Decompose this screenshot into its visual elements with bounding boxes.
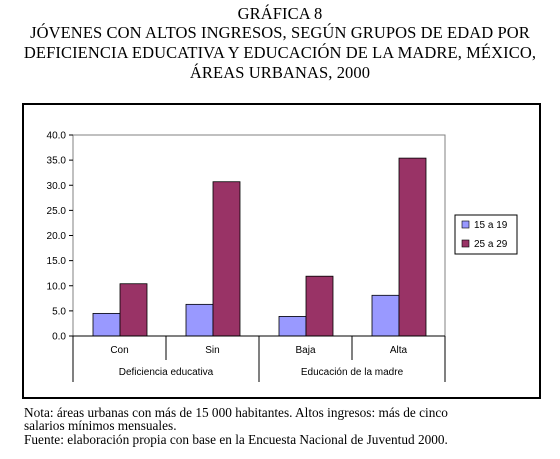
bar-alta-series-2	[398, 157, 427, 337]
y-tick-label: 15.0	[47, 256, 67, 267]
legend-label-series-2: 25 a 29	[474, 239, 508, 250]
bar-baja-series-2	[305, 275, 334, 337]
y-tick-label: 35.0	[47, 156, 67, 167]
legend-label-series-1: 15 a 19	[474, 220, 508, 231]
bar-con-series-2	[119, 283, 148, 337]
y-tick-label: 5.0	[52, 306, 66, 317]
bar-sin-series-2	[212, 181, 241, 337]
bar-sin-series-1	[185, 303, 214, 337]
chart-title-line-1: GRÁFICA 8	[237, 4, 323, 23]
chart-title-line-4: ÁREAS URBANAS, 2000	[189, 63, 371, 82]
x-tick-label: Sin	[205, 345, 219, 356]
x-tick-label: Alta	[390, 345, 408, 356]
legend-swatch-series-2	[461, 239, 470, 248]
footnote-line-1: Nota: áreas urbanas con más de 15 000 ha…	[24, 405, 448, 420]
bar-con-series-1	[92, 312, 121, 337]
legend: 15 a 19 25 a 29	[454, 214, 518, 255]
x-group-label: Educación de la madre	[301, 367, 404, 378]
y-tick-label: 10.0	[47, 281, 67, 292]
legend-swatch-series-1	[461, 220, 470, 229]
y-tick-label: 25.0	[47, 206, 67, 217]
x-tick-label: Con	[110, 345, 128, 356]
chart-title-line-2: JÓVENES CON ALTOS INGRESOS, SEGÚN GRUPOS…	[30, 23, 530, 42]
y-tick-label: 20.0	[47, 231, 67, 242]
x-group-label: Deficiencia educativa	[119, 367, 214, 378]
y-tick-label: 40.0	[47, 131, 67, 142]
bar-alta-series-1	[371, 294, 400, 337]
chart-title-line-3: DEFICIENCIA EDUCATIVA Y EDUCACIÓN DE LA …	[23, 43, 537, 62]
source-note: Fuente: elaboración propia con base en l…	[24, 432, 448, 447]
y-tick-label: 0.0	[52, 332, 66, 343]
y-tick-label: 30.0	[47, 181, 67, 192]
footnote-line-2: salarios mínimos mensuales.	[24, 418, 177, 433]
x-tick-label: Baja	[295, 345, 315, 356]
bar-baja-series-1	[278, 316, 307, 337]
